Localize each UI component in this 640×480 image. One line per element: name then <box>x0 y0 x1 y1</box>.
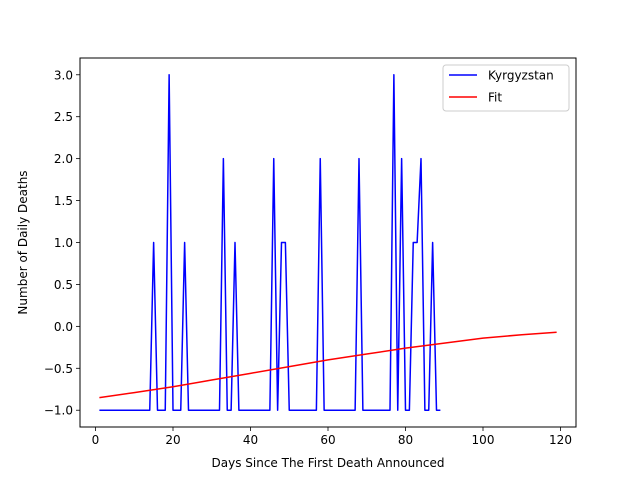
y-tick-label: 3.0 <box>54 68 73 82</box>
x-axis-label: Days Since The First Death Announced <box>212 456 445 470</box>
x-tick-label: 40 <box>243 433 258 447</box>
y-tick-label: 2.5 <box>54 110 73 124</box>
plot-area <box>99 74 557 411</box>
legend: Kyrgyzstan Fit <box>442 64 570 112</box>
x-tick-label: 120 <box>549 433 572 447</box>
y-axis: −1.0 −0.5 0.0 0.5 1.0 1.5 2.0 2.5 3.0 <box>44 68 80 418</box>
y-axis-label: Number of Daily Deaths <box>16 170 30 314</box>
plot-frame <box>79 57 577 428</box>
series-line-kyrgyzstan <box>99 74 441 411</box>
x-tick-label: 60 <box>320 433 335 447</box>
x-tick-label: 80 <box>398 433 413 447</box>
y-tick-label: 0.0 <box>54 320 73 334</box>
legend-label-kyrgyzstan: Kyrgyzstan <box>488 69 554 83</box>
y-tick-label: −1.0 <box>44 404 73 418</box>
x-tick-label: 0 <box>92 433 100 447</box>
y-tick-label: 1.0 <box>54 236 73 250</box>
legend-box <box>442 64 570 112</box>
series-line-fit <box>99 331 557 399</box>
x-tick-label: 20 <box>165 433 180 447</box>
y-tick-label: 1.5 <box>54 194 73 208</box>
y-tick-label: 0.5 <box>54 278 73 292</box>
x-tick-label: 100 <box>472 433 495 447</box>
legend-label-fit: Fit <box>488 91 502 105</box>
x-axis: 0 20 40 60 80 100 120 <box>92 427 572 447</box>
y-tick-label: 2.0 <box>54 152 73 166</box>
y-tick-label: −0.5 <box>44 362 73 376</box>
